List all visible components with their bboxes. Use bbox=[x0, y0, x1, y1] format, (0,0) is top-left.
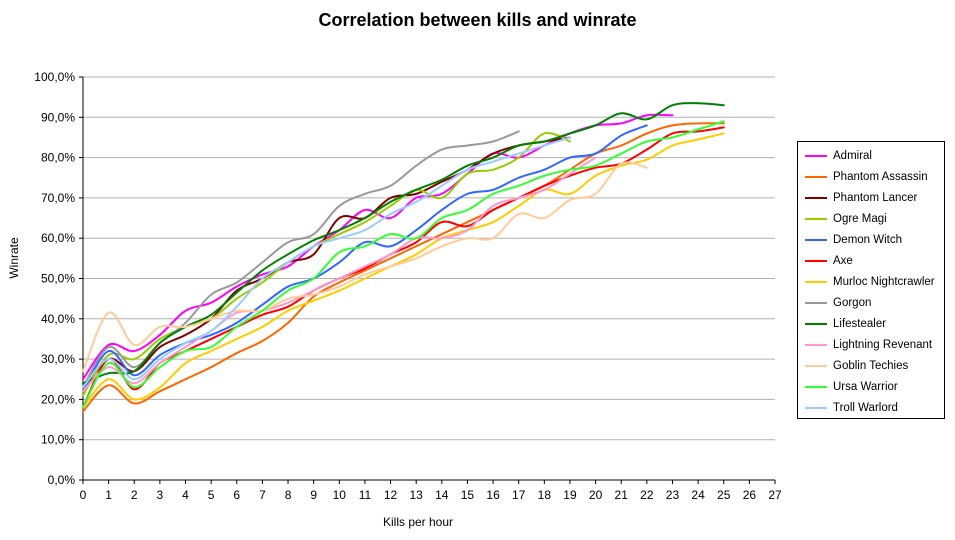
legend-item-murloc-nightcrawler: Murloc Nightcrawler bbox=[798, 271, 944, 292]
gridlines bbox=[83, 76, 775, 441]
legend-swatch bbox=[805, 217, 827, 220]
legend: Admiral Phantom Assassin Phantom Lancer Ogr… bbox=[797, 141, 945, 419]
legend-swatch bbox=[805, 175, 827, 178]
legend-swatch bbox=[805, 196, 827, 199]
x-tick-label: 17 bbox=[512, 488, 526, 502]
series-line-troll-warlord bbox=[82, 136, 571, 389]
legend-swatch bbox=[805, 385, 827, 388]
legend-label: Goblin Techies bbox=[833, 359, 909, 372]
x-tick-label: 27 bbox=[768, 488, 782, 502]
x-tick-label: 12 bbox=[384, 488, 398, 502]
x-axis-label: Kills per hour bbox=[383, 515, 453, 529]
legend-label: Ogre Magi bbox=[833, 212, 887, 225]
y-tick-label: 70,0% bbox=[41, 191, 75, 205]
y-tick-label: 80,0% bbox=[41, 151, 75, 165]
legend-label: Lifestealer bbox=[833, 317, 887, 330]
x-tick-label: 20 bbox=[589, 488, 603, 502]
legend-label: Phantom Lancer bbox=[833, 191, 918, 204]
legend-item-lightning-revenant: Lightning Revenant bbox=[798, 334, 944, 355]
series-line-phantom-assassin bbox=[82, 122, 725, 413]
y-tick-label: 10,0% bbox=[41, 433, 75, 447]
legend-label: Troll Warlord bbox=[833, 401, 898, 414]
x-tick-label: 22 bbox=[640, 488, 654, 502]
x-tick-label: 2 bbox=[131, 488, 138, 502]
series-line-murloc-nightcrawler bbox=[82, 132, 725, 409]
series-line-ogre-magi bbox=[82, 131, 571, 397]
series-line-admiral bbox=[82, 113, 674, 381]
series-lines bbox=[82, 102, 725, 413]
y-tick-label: 50,0% bbox=[41, 272, 75, 286]
series-line-goblin-techies bbox=[82, 161, 648, 373]
x-tick-label: 6 bbox=[233, 488, 240, 502]
x-tick-label: 15 bbox=[461, 488, 475, 502]
x-tick-label: 23 bbox=[666, 488, 680, 502]
series-line-ursa-warrior bbox=[82, 120, 725, 409]
legend-item-lifestealer: Lifestealer bbox=[798, 313, 944, 334]
legend-swatch bbox=[805, 322, 827, 325]
legend-swatch bbox=[805, 280, 827, 283]
x-tick-label: 16 bbox=[486, 488, 500, 502]
x-tick-label: 9 bbox=[310, 488, 317, 502]
y-tick-label: 20,0% bbox=[41, 392, 75, 406]
legend-item-gorgon: Gorgon bbox=[798, 292, 944, 313]
series-line-demon-witch bbox=[82, 124, 648, 393]
legend-item-phantom-assassin: Phantom Assassin bbox=[798, 166, 944, 187]
legend-swatch bbox=[805, 343, 827, 346]
x-tick-label: 5 bbox=[208, 488, 215, 502]
x-tick-label: 1 bbox=[105, 488, 112, 502]
legend-swatch bbox=[805, 301, 827, 304]
legend-item-ursa-warrior: Ursa Warrior bbox=[798, 376, 944, 397]
legend-label: Ursa Warrior bbox=[833, 380, 898, 393]
x-tick-label: 21 bbox=[615, 488, 629, 502]
legend-swatch bbox=[805, 154, 827, 157]
chart-title: Correlation between kills and winrate bbox=[318, 10, 637, 30]
legend-label: Lightning Revenant bbox=[833, 338, 933, 351]
y-tick-label: 60,0% bbox=[41, 231, 75, 245]
legend-item-axe: Axe bbox=[798, 250, 944, 271]
legend-label: Murloc Nightcrawler bbox=[833, 275, 935, 288]
x-tick-label: 3 bbox=[157, 488, 164, 502]
x-tick-label: 24 bbox=[691, 488, 705, 502]
x-tick-label: 26 bbox=[743, 488, 757, 502]
series-line-lightning-revenant bbox=[82, 156, 597, 393]
legend-item-ogre-magi: Ogre Magi bbox=[798, 208, 944, 229]
x-tick-label: 13 bbox=[410, 488, 424, 502]
legend-label: Admiral bbox=[833, 149, 872, 162]
legend-swatch bbox=[805, 364, 827, 367]
y-tick-label: 40,0% bbox=[41, 312, 75, 326]
x-tick-label: 18 bbox=[538, 488, 552, 502]
x-tick-label: 4 bbox=[182, 488, 189, 502]
axes: 0,0% 10,0% 20,0% 30,0% 40,0% 50,0% 60,0% 70,0% 8… bbox=[34, 70, 782, 502]
y-tick-label: 30,0% bbox=[41, 352, 75, 366]
y-tick-label: 100,0% bbox=[34, 70, 75, 84]
legend-swatch bbox=[805, 259, 827, 262]
legend-swatch bbox=[805, 238, 827, 241]
x-tick-label: 14 bbox=[435, 488, 449, 502]
y-tick-label: 90,0% bbox=[41, 110, 75, 124]
x-tick-label: 7 bbox=[259, 488, 266, 502]
series-line-lifestealer bbox=[82, 102, 725, 385]
legend-label: Axe bbox=[833, 254, 853, 267]
legend-item-phantom-lancer: Phantom Lancer bbox=[798, 187, 944, 208]
legend-item-admiral: Admiral bbox=[798, 145, 944, 166]
x-tick-label: 11 bbox=[359, 488, 372, 502]
y-tick-label: 0,0% bbox=[48, 473, 76, 487]
legend-item-demon-witch: Demon Witch bbox=[798, 229, 944, 250]
x-tick-label: 19 bbox=[563, 488, 577, 502]
x-tick-label: 25 bbox=[717, 488, 731, 502]
legend-swatch bbox=[805, 406, 827, 409]
series-line-axe bbox=[82, 126, 725, 409]
x-tick-label: 8 bbox=[285, 488, 292, 502]
legend-label: Phantom Assassin bbox=[833, 170, 928, 183]
y-axis-label: Winrate bbox=[7, 237, 21, 279]
legend-label: Gorgon bbox=[833, 296, 872, 309]
legend-item-goblin-techies: Goblin Techies bbox=[798, 355, 944, 376]
x-tick-label: 10 bbox=[333, 488, 347, 502]
legend-label: Demon Witch bbox=[833, 233, 903, 246]
x-tick-label: 0 bbox=[80, 488, 87, 502]
legend-item-troll-warlord: Troll Warlord bbox=[798, 397, 944, 418]
